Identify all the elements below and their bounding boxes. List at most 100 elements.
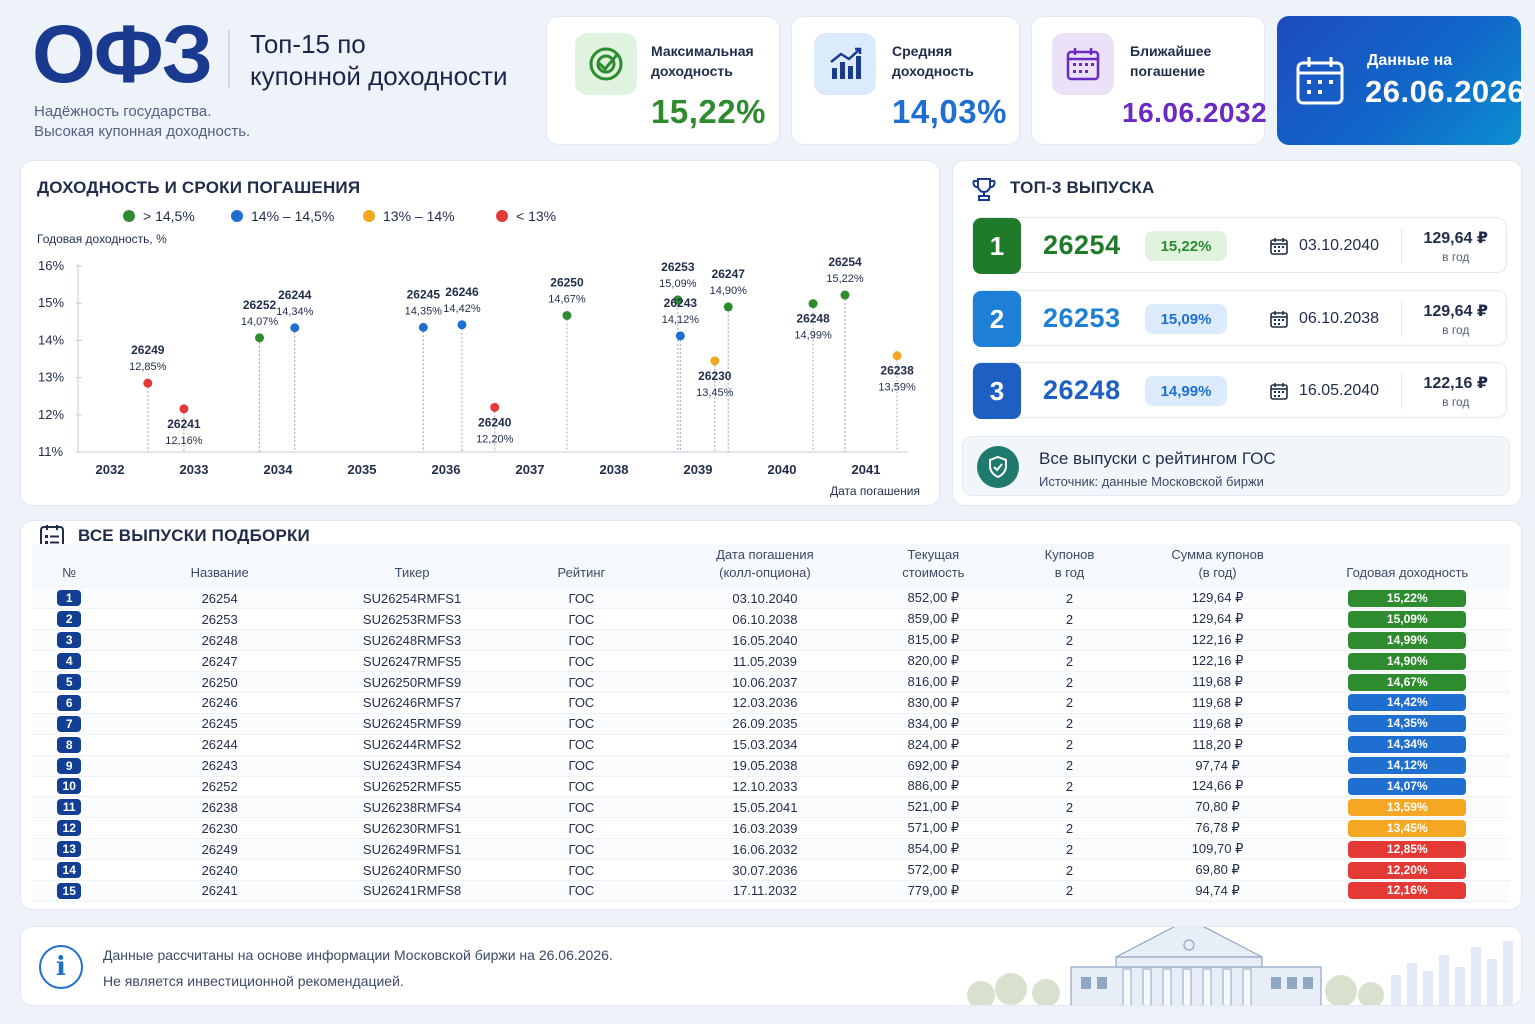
x-tick-label: 2032 [96,462,125,477]
cell-ticker: SU26250RMFS9 [332,671,492,693]
data-point [892,351,902,361]
table-row[interactable]: 14 26240 SU26240RMFS0 ГОС 30.07.2036 572,00 ₽… [32,859,1510,881]
row-number-badge: 6 [57,694,82,711]
point-code-label: 26252 [243,298,277,312]
cell-num: 13 [32,838,107,861]
data-point [562,310,572,320]
cell-maturity: 19.05.2038 [671,755,859,777]
col-coupons-header[interactable]: Купонов в год [1008,544,1131,588]
cell-maturity: 16.03.2039 [671,817,859,840]
top3-row[interactable]: 2 26253 15,09% 06.10.2038 129,64 ₽ в год [972,290,1507,347]
calendar-icon [1270,311,1288,328]
table-row[interactable]: 2 26253 SU26253RMFS3 ГОС 06.10.2038 859,00 ₽2… [32,608,1510,631]
kpi-max-label-line2: доходность [651,63,733,79]
cell-coupons: 2 [1008,692,1131,714]
cell-yield: 14,67% [1304,671,1510,693]
header-divider [228,30,230,88]
cell-yield: 13,59% [1304,796,1510,819]
calendar-icon [1270,238,1288,255]
cell-num: 15 [32,880,107,902]
row-number-badge: 14 [57,862,82,879]
coupon-amount: 122,16 ₽ в год [1423,373,1488,409]
y-tick-label: 12% [38,407,64,422]
col-rating-header[interactable]: Рейтинг [491,544,672,588]
point-yield-label: 14,90% [710,285,748,297]
col-date-header[interactable]: Дата погашения (колл-опциона) [671,544,859,588]
legend-item: 14% – 14,5% [231,208,334,224]
cell-maturity: 11.05.2039 [671,650,859,673]
bond-code: 26248 [1043,375,1121,405]
cell-num: 8 [32,734,107,756]
table-row[interactable]: 6 26246 SU26246RMFS7 ГОС 12.03.2036 830,00 ₽2… [32,692,1510,714]
cell-maturity: 16.06.2032 [671,838,859,861]
point-yield-label: 15,09% [659,278,697,290]
kpi-avg-label-line1: Средняя [892,43,953,59]
table-row[interactable]: 8 26244 SU26244RMFS2 ГОС 15.03.2034 824,00 ₽2… [32,734,1510,756]
point-code-label: 26246 [445,285,479,299]
kpi-avg-label-line2: доходность [892,63,974,79]
data-point [143,378,153,388]
col-name-header[interactable]: Название [106,544,333,588]
table-row[interactable]: 10 26252 SU26252RMFS5 ГОС 12.10.2033 886,00 ₽… [32,776,1510,798]
cell-coupon-sum: 122,16 ₽ [1130,629,1305,652]
table-row[interactable]: 5 26250 SU26250RMFS9 ГОС 10.06.2037 816,00 ₽2… [32,671,1510,693]
cell-coupon-sum: 118,20 ₽ [1130,734,1305,756]
top3-row[interactable]: 3 26248 14,99% 16.05.2040 122,16 ₽ в год [972,362,1507,419]
cell-maturity: 30.07.2036 [671,859,859,881]
kpi-max-label-line1: Максимальная [651,43,754,59]
bond-code: 26254 [1043,230,1121,260]
yield-badge: 12,85% [1348,840,1467,858]
col-price-header[interactable]: Текущая стоимость [858,544,1009,588]
point-yield-label: 14,67% [548,293,586,305]
row-divider [1401,228,1402,264]
point-yield-label: 13,59% [878,382,916,394]
bonds-table: № Название Тикер Рейтинг Дата погашения (… [32,544,1510,902]
cell-price: 852,00 ₽ [858,588,1009,610]
col-coupons-header-line1: Купонов [1044,547,1095,562]
col-sum-header[interactable]: Сумма купонов (в год) [1130,544,1305,588]
legend-label: 14% – 14,5% [251,208,335,224]
table-row[interactable]: 13 26249 SU26249RMFS1 ГОС 16.06.2032 854,00 ₽… [32,838,1510,861]
table-row[interactable]: 9 26243 SU26243RMFS4 ГОС 19.05.2038 692,00 ₽2… [32,755,1510,777]
cell-coupon-sum: 76,78 ₽ [1130,817,1305,840]
cell-yield: 14,42% [1304,692,1510,714]
cell-price: 692,00 ₽ [858,755,1009,777]
y-tick-label: 14% [38,332,64,347]
cell-yield: 12,20% [1304,859,1510,881]
cell-ticker: SU26252RMFS5 [332,776,492,798]
y-tick-label: 13% [38,370,64,385]
yield-badge: 14,34% [1348,736,1467,754]
point-yield-label: 14,34% [276,306,314,318]
point-code-label: 26254 [828,255,862,269]
table-row[interactable]: 12 26230 SU26230RMFS1 ГОС 16.03.2039 571,00 ₽… [32,817,1510,840]
table-row[interactable]: 1 26254 SU26254RMFS1 ГОС 03.10.2040 852,00 ₽2… [32,588,1510,610]
col-price-header-line2: стоимость [902,565,965,580]
kpi-nearest-label: Ближайшее погашение [1130,41,1211,81]
cell-price: 830,00 ₽ [858,692,1009,714]
cell-coupons: 2 [1008,713,1131,735]
rank-badge: 1 [973,218,1021,274]
kpi-avg-label: Средняя доходность [892,41,974,81]
table-row[interactable]: 4 26247 SU26247RMFS5 ГОС 11.05.2039 820,00 ₽2… [32,650,1510,673]
top3-row[interactable]: 1 26254 15,22% 03.10.2040 129,64 ₽ в год [972,217,1507,274]
table-row[interactable]: 11 26238 SU26238RMFS4 ГОС 15.05.2041 521,00 ₽… [32,796,1510,819]
cell-num: 11 [32,796,107,819]
y-axis-label: Годовая доходность, % [37,232,167,246]
row-number-badge: 15 [57,882,82,899]
cell-num: 1 [32,588,107,610]
cell-rating: ГОС [491,776,672,798]
table-row[interactable]: 3 26248 SU26248RMFS3 ГОС 16.05.2040 815,00 ₽2… [32,629,1510,652]
cell-price: 820,00 ₽ [858,650,1009,673]
table-row[interactable]: 15 26241 SU26241RMFS8 ГОС 17.11.2032 779,00 ₽… [32,880,1510,902]
cell-ticker: SU26246RMFS7 [332,692,492,714]
col-yield-header[interactable]: Годовая доходность [1304,544,1510,588]
coupon-amount-value: 129,64 ₽ [1423,230,1488,247]
col-num-header[interactable]: № [32,544,107,588]
table-row[interactable]: 7 26245 SU26245RMFS9 ГОС 26.09.2035 834,00 ₽2… [32,713,1510,735]
col-ticker-header[interactable]: Тикер [332,544,492,588]
data-point [808,299,818,309]
cell-price: 824,00 ₽ [858,734,1009,756]
tagline-line1: Надёжность государства. [34,103,212,120]
trophy-icon [970,175,998,208]
cell-name: 26249 [106,838,333,861]
